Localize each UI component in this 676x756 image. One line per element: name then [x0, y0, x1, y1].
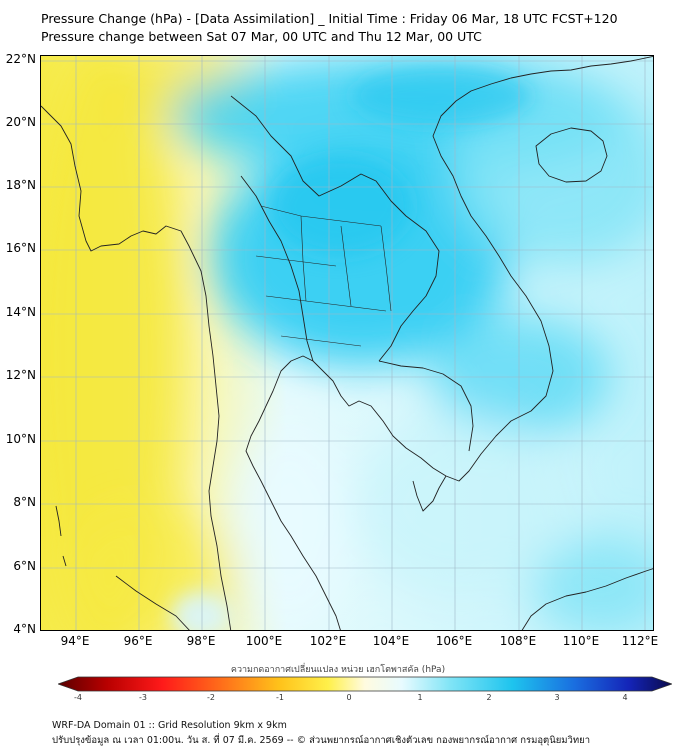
colorbar-tick-neg3: -3	[139, 693, 147, 702]
map-canvas	[41, 56, 653, 630]
colorbar-tick-3: 3	[554, 693, 560, 702]
thai-inner-border-1	[230, 95, 440, 362]
colorbar	[58, 676, 672, 692]
colorbar-tick-4: 4	[622, 693, 628, 702]
model-info: WRF-DA Domain 01 :: Grid Resolution 9km …	[52, 720, 287, 731]
colorbar-tick-neg2: -2	[207, 693, 215, 702]
lat-label-18n: 18°N	[5, 178, 36, 192]
sumatra-coast	[115, 575, 190, 630]
update-credit: ปรับปรุงข้อมูล ณ เวลา 01:00น. วัน ส. ที่…	[52, 735, 591, 746]
colorbar-tick-1: 1	[417, 693, 423, 702]
cambodia-border	[378, 360, 474, 452]
lon-label-102e: 102°E	[309, 634, 347, 648]
lon-label-100e: 100°E	[245, 634, 283, 648]
lon-label-98e: 98°E	[186, 634, 216, 648]
graticule	[41, 56, 653, 630]
lon-label-108e: 108°E	[499, 634, 537, 648]
mekong-delta	[412, 475, 447, 512]
thai-inner-border-2	[240, 175, 314, 362]
lon-label-112e: 112°E	[621, 634, 659, 648]
chart-subtitle: Pressure change between Sat 07 Mar, 00 U…	[41, 29, 482, 44]
pressure-change-map	[40, 55, 654, 631]
andaman-islands	[55, 505, 67, 567]
lat-label-6n: 6°N	[13, 559, 36, 573]
chart-title: Pressure Change (hPa) - [Data Assimilati…	[41, 11, 618, 26]
colorbar-tick-2: 2	[486, 693, 492, 702]
lat-label-14n: 14°N	[5, 305, 36, 319]
lat-label-8n: 8°N	[13, 495, 36, 509]
colorbar-tick-0: 0	[346, 693, 352, 702]
lat-label-12n: 12°N	[5, 368, 36, 382]
myanmar-coast	[41, 105, 232, 630]
colorbar-caption: ความกดอากาศเปลี่ยนแปลง หน่วย เฮกโตพาสคัล…	[230, 665, 446, 675]
peninsula-east-coast	[245, 405, 341, 630]
lon-label-94e: 94°E	[60, 634, 90, 648]
pressure-field-detail	[171, 66, 531, 630]
lon-label-96e: 96°E	[123, 634, 153, 648]
borneo-coast	[521, 568, 653, 630]
hainan-island	[535, 127, 608, 183]
lat-label-16n: 16°N	[5, 241, 36, 255]
lat-label-22n: 22°N	[5, 52, 36, 66]
lon-label-110e: 110°E	[562, 634, 600, 648]
colorbar-tick-neg1: -1	[276, 693, 284, 702]
lat-label-10n: 10°N	[5, 432, 36, 446]
province-lines	[255, 205, 392, 347]
lat-label-4n: 4°N	[13, 622, 36, 636]
colorbar-tick-neg4: -4	[74, 693, 82, 702]
coastlines-and-borders	[41, 56, 653, 630]
pressure-field-shading	[41, 56, 653, 630]
lat-label-20n: 20°N	[5, 115, 36, 129]
lon-label-106e: 106°E	[435, 634, 473, 648]
gulf-of-thailand-north	[265, 56, 653, 482]
lon-label-104e: 104°E	[372, 634, 410, 648]
